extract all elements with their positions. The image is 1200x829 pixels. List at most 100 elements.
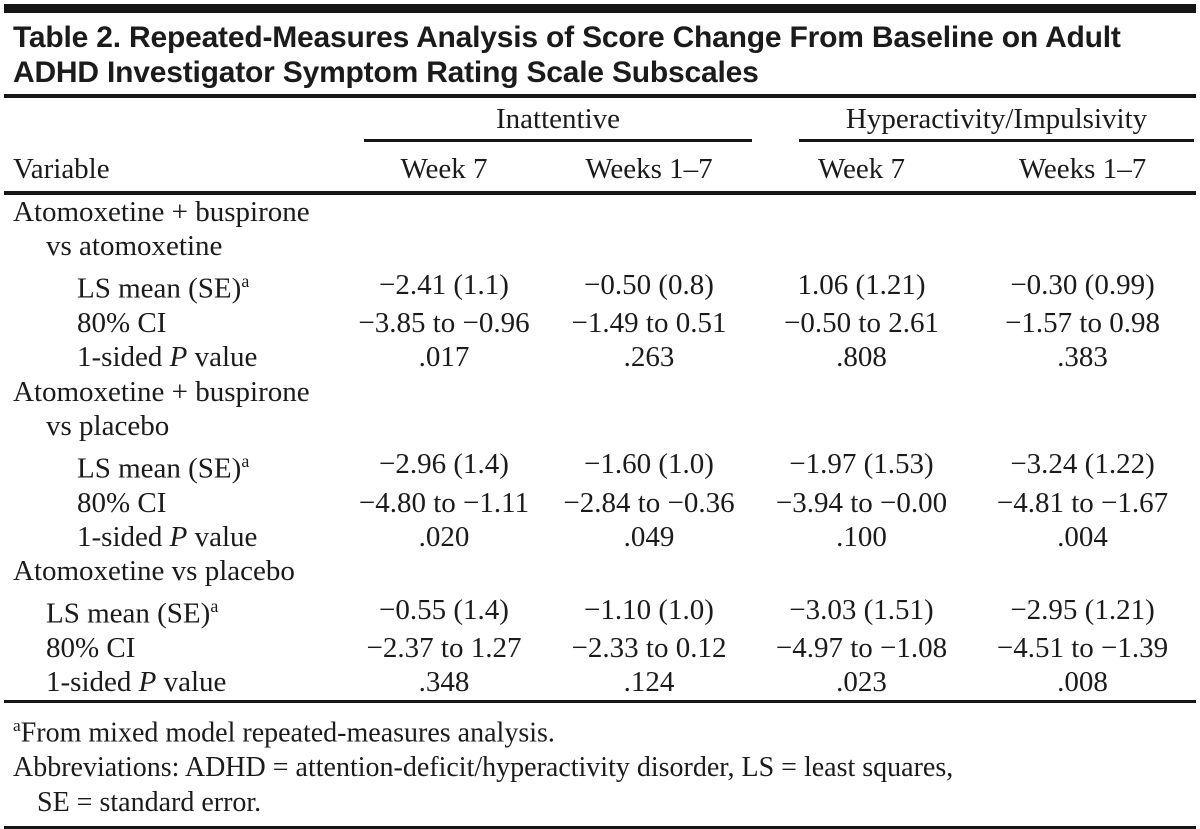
value-cell: −2.33 to 0.12	[571, 631, 727, 664]
value-cell: −4.51 to −1.39	[996, 631, 1169, 664]
value-cell: .124	[623, 666, 675, 699]
row-label: LS mean (SE)a	[4, 444, 344, 486]
row-label-italic: P	[169, 520, 188, 553]
row-label: 1-sided P value	[4, 520, 344, 554]
table-title: Table 2. Repeated-Measures Analysis of S…	[13, 20, 1196, 90]
footnote-marker: a	[241, 450, 250, 471]
value-cell: .004	[1057, 520, 1108, 553]
table-row: vs placebo	[4, 409, 1196, 443]
table-title-line-2: ADHD Investigator Symptom Rating Scale S…	[13, 56, 759, 89]
footnote-marker: a	[210, 595, 219, 616]
value-cell: .383	[1057, 341, 1108, 374]
value-cell: 1.06 (1.21)	[797, 268, 926, 301]
table-row: 1-sided P value .348 .124 .023 .008	[4, 665, 1196, 699]
row-label: vs placebo	[46, 410, 170, 443]
value-cell: −3.85 to −0.96	[358, 306, 530, 339]
column-header-inattentive-week7: Week 7	[344, 142, 544, 195]
value-cell: .020	[418, 520, 470, 553]
table-row: LS mean (SE)a −0.55 (1.4) −1.10 (1.0) −3…	[4, 589, 1196, 631]
top-border-bar	[4, 4, 1196, 13]
table-row: 80% CI −3.85 to −0.96 −1.49 to 0.51 −0.5…	[4, 306, 1196, 340]
row-label-text: LS mean (SE)	[46, 597, 211, 630]
value-cell: .263	[623, 341, 675, 374]
value-cell: −1.57 to 0.98	[1005, 306, 1160, 339]
value-cell: −2.84 to −0.36	[563, 486, 735, 519]
value-cell: .049	[623, 520, 675, 553]
value-cell: −2.96 (1.4)	[379, 448, 509, 481]
row-label: Atomoxetine + buspirone	[13, 375, 310, 408]
row-label-text: LS mean (SE)	[77, 272, 242, 305]
value-cell: −4.80 to −1.11	[358, 486, 530, 519]
row-label-text: 1-sided	[46, 666, 139, 699]
column-header-hyper-week7: Week 7	[754, 142, 970, 195]
table-row: Atomoxetine + buspirone	[4, 375, 1196, 409]
footnote-text: SE = standard error.	[37, 786, 262, 818]
spanner-header-row: Inattentive Hyperactivity/Impulsivity	[4, 103, 1196, 142]
row-label: LS mean (SE)a	[4, 589, 344, 631]
table-row: 1-sided P value .020 .049 .100 .004	[4, 520, 1196, 554]
value-cell: −2.41 (1.1)	[379, 268, 509, 301]
row-label-italic: P	[169, 341, 188, 374]
spanner-spacer	[4, 103, 344, 142]
spanner-inattentive: Inattentive	[344, 103, 754, 142]
value-cell: .023	[836, 666, 887, 699]
row-label: 80% CI	[46, 631, 136, 664]
footnote-line: aFrom mixed model repeated-measures anal…	[13, 708, 1196, 750]
value-cell: −2.95 (1.21)	[1010, 593, 1155, 626]
footnote-line: Abbreviations: ADHD = attention-deficit/…	[13, 750, 1196, 785]
table-row: LS mean (SE)a −2.41 (1.1) −0.50 (0.8) 1.…	[4, 264, 1196, 306]
column-header-hyper-weeks1-7: Weeks 1–7	[969, 142, 1197, 195]
row-label: 80% CI	[77, 486, 167, 519]
footnotes: aFrom mixed model repeated-measures anal…	[13, 708, 1196, 820]
footnote-text: Abbreviations: ADHD = attention-deficit/…	[13, 751, 954, 783]
value-cell: .100	[836, 520, 887, 553]
spanner-inattentive-label: Inattentive	[364, 103, 753, 142]
column-header-row: Variable Week 7 Weeks 1–7 Week 7 Weeks 1…	[4, 142, 1197, 195]
footnote-marker: a	[13, 715, 21, 735]
value-cell: −2.37 to 1.27	[366, 631, 522, 664]
value-cell: −4.97 to −1.08	[775, 631, 948, 664]
table-row: Atomoxetine vs placebo	[4, 554, 1196, 588]
value-cell: −4.81 to −1.67	[996, 486, 1169, 519]
value-cell: −0.50 (0.8)	[584, 268, 714, 301]
row-label-text: 1-sided	[77, 341, 170, 374]
value-cell: −1.10 (1.0)	[584, 593, 714, 626]
value-cell: −3.94 to −0.00	[775, 486, 948, 519]
row-label: 80% CI	[77, 306, 167, 339]
row-label: Atomoxetine vs placebo	[13, 555, 295, 588]
value-cell: −3.03 (1.51)	[789, 593, 934, 626]
row-label: LS mean (SE)a	[4, 264, 344, 306]
footnote-text: From mixed model repeated-measures analy…	[20, 716, 555, 748]
row-label-text: LS mean (SE)	[77, 452, 242, 485]
spanner-hyperactivity-label: Hyperactivity/Impulsivity	[799, 103, 1195, 142]
row-label: 1-sided P value	[4, 665, 344, 699]
value-cell: −1.60 (1.0)	[584, 448, 714, 481]
column-header-inattentive-weeks1-7: Weeks 1–7	[544, 142, 755, 195]
repeated-measures-table: Inattentive Hyperactivity/Impulsivity Va…	[4, 103, 1197, 700]
value-cell: −0.55 (1.4)	[379, 593, 509, 626]
row-label-italic: P	[138, 666, 157, 699]
footnote-divider	[4, 699, 1196, 703]
title-divider	[4, 94, 1196, 98]
value-cell: −1.49 to 0.51	[571, 306, 727, 339]
value-cell: .808	[836, 341, 887, 374]
value-cell: −1.97 (1.53)	[789, 448, 934, 481]
row-label-text: 1-sided	[77, 520, 170, 553]
row-label: 1-sided P value	[4, 340, 344, 374]
row-label-text: value	[187, 520, 258, 553]
value-cell: −0.50 to 2.61	[784, 306, 939, 339]
table-row: LS mean (SE)a −2.96 (1.4) −1.60 (1.0) −1…	[4, 444, 1196, 486]
row-label-text: value	[187, 341, 258, 374]
table-row: vs atomoxetine	[4, 229, 1196, 263]
footnote-line: SE = standard error.	[13, 785, 1196, 820]
table-title-line-1: Table 2. Repeated-Measures Analysis of S…	[13, 21, 1121, 54]
value-cell: .017	[418, 341, 470, 374]
value-cell: .348	[418, 666, 470, 699]
row-label: Atomoxetine + buspirone	[13, 196, 310, 228]
column-header-variable: Variable	[4, 142, 344, 195]
table-row: Atomoxetine + buspirone	[4, 193, 1196, 229]
row-label: vs atomoxetine	[46, 230, 223, 263]
spanner-hyperactivity: Hyperactivity/Impulsivity	[754, 103, 1196, 142]
table-row: 80% CI −2.37 to 1.27 −2.33 to 0.12 −4.97…	[4, 631, 1196, 665]
row-label-text: value	[156, 666, 227, 699]
